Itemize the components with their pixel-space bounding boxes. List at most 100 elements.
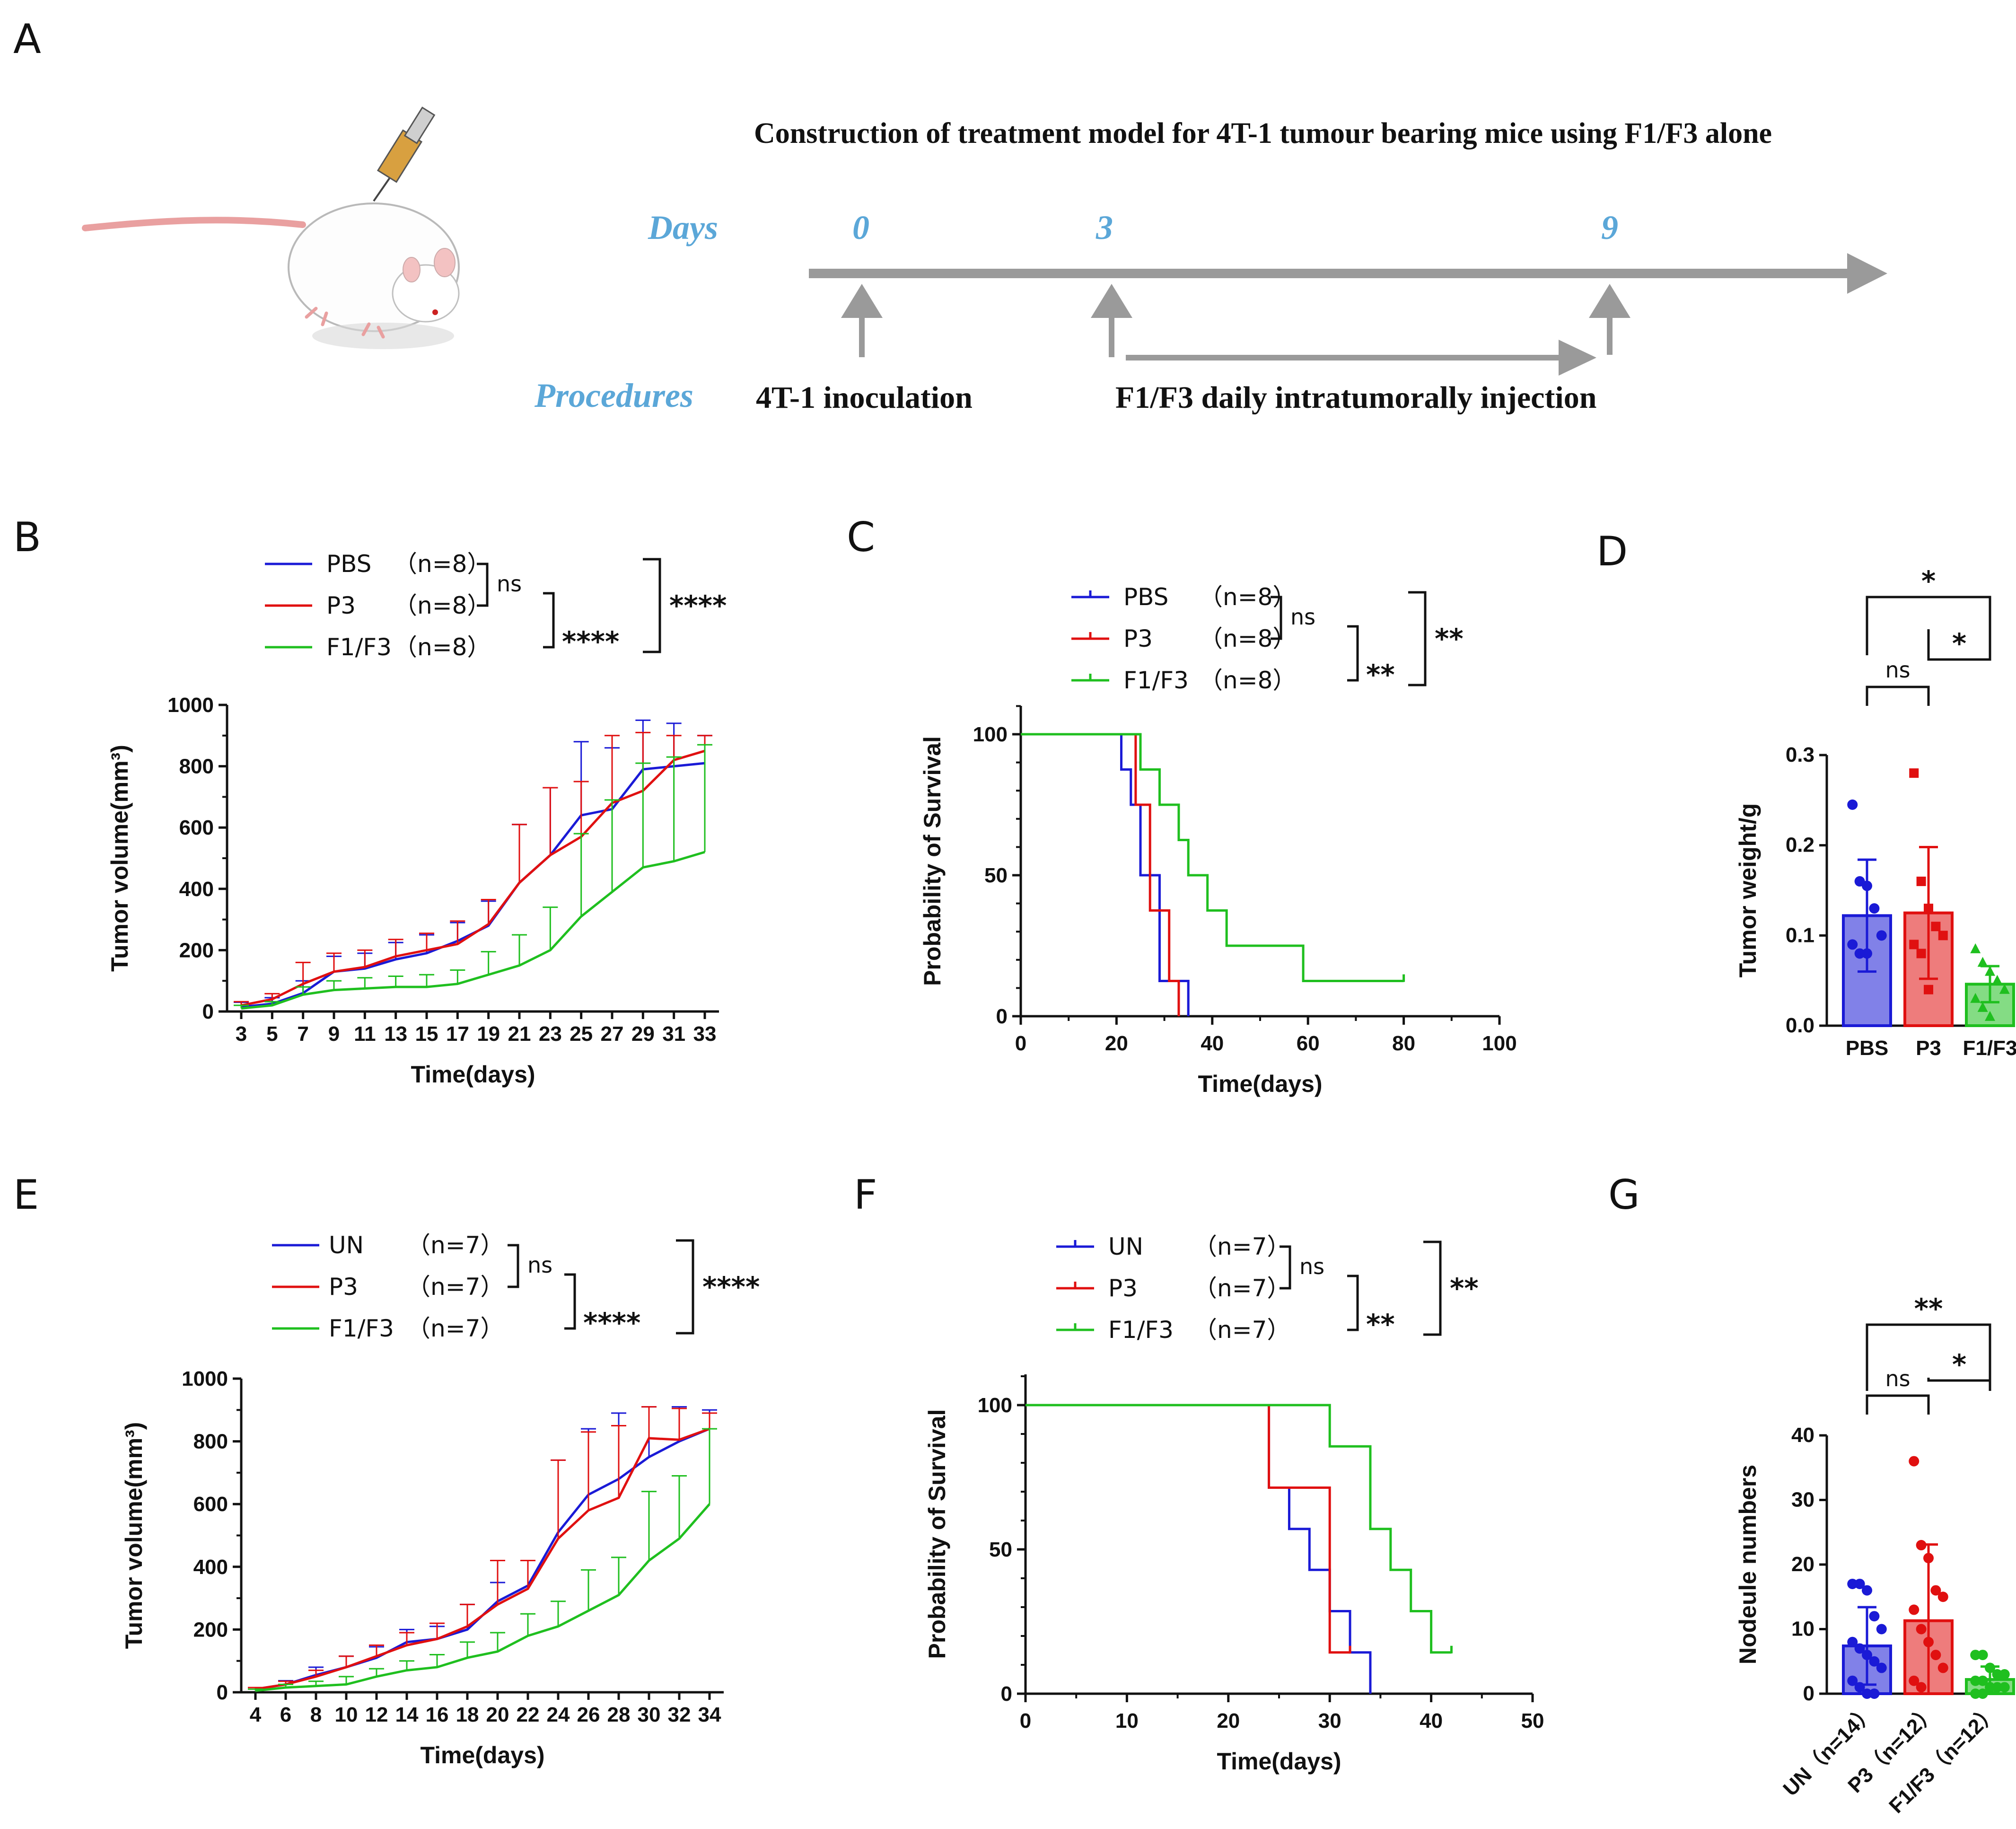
survival-curve-pbs [1021,733,1190,1016]
data-point [1869,1656,1880,1667]
data-point [1847,1675,1858,1686]
x-tick-label: 4 [250,1703,262,1726]
sig-label-2v3: **** [562,625,619,658]
x-tick-label: 5 [266,1022,278,1046]
y-axis-title: Nodeule numbers [1735,1465,1761,1664]
x-axis-title: Time(days) [1217,1748,1341,1775]
sig-ns: ns [1885,1366,1910,1391]
x-tick-label: 11 [354,1022,376,1046]
legend-label: UN [329,1231,364,1259]
sig-ns: ns [527,1252,552,1278]
legend-n: （n=7） [407,1231,504,1259]
data-point [1909,940,1919,950]
legend-label: UN [1108,1233,1143,1260]
legend-n: （n=7） [1193,1316,1290,1344]
panel-label-c: C [847,514,875,561]
x-tick-label: 0 [1015,1032,1026,1055]
sig-label-2v3: ** [1366,659,1395,691]
y-axis-title: Probability of Survival [919,736,946,986]
x-tick-label: 0 [1020,1709,1031,1732]
data-point [1862,948,1872,959]
x-tick-label: 30 [1318,1709,1341,1732]
x-tick-label: 20 [1105,1032,1128,1055]
x-tick-label: 30 [638,1703,661,1726]
legend-n: （n=8） [394,633,491,661]
data-point [1930,1585,1941,1596]
sig-label-1v3: **** [669,589,727,622]
data-point [1977,1002,1988,1012]
legend-n: （n=8） [394,550,491,578]
day0-marker-arrow [841,284,883,357]
x-tick-label: 13 [384,1022,407,1046]
data-point [1938,931,1948,941]
data-point [1909,768,1919,778]
y-tick-label: 0.2 [1786,834,1814,857]
chart-d-tumor-weight: 0.0 0.1 0.2 0.3 Tumor weight/g PBS P3 F1/F3 ns * * [1735,565,2016,1060]
x-tick-label: 12 [365,1703,388,1726]
data-point [1970,943,1981,953]
y-tick-label: 20 [1791,1553,1814,1576]
y-tick-label: 1000 [182,1367,228,1390]
y-tick-label: 100 [978,1394,1012,1417]
survival-curve-f1-f3 [1026,1404,1452,1654]
data-point [1930,1650,1941,1661]
sig-ns: ns [497,571,522,597]
legend-n: （n=7） [1193,1275,1290,1302]
sig-label-1v3: ** [1914,1293,1943,1325]
y-tick-label: 0 [996,1005,1008,1028]
y-tick-label: 800 [193,1430,228,1453]
x-category-label: PBS [1846,1037,1888,1060]
data-point [1916,1682,1927,1693]
data-point [1992,975,2003,985]
legend-label: PBS [1123,583,1168,611]
legend-n: （n=7） [407,1273,504,1301]
data-point [1985,1682,1995,1693]
x-tick-label: 14 [395,1703,419,1726]
legend-label: F1/F3 [1123,667,1189,694]
day9-marker-arrow [1589,284,1630,355]
data-point [1924,985,1933,994]
data-point [1909,1675,1920,1686]
y-tick-label: 600 [179,816,214,839]
sig-label-2v3: * [1952,1348,1966,1381]
x-tick-label: 7 [297,1022,308,1046]
y-tick-label: 10 [1791,1618,1814,1641]
sig-bracket-1v2 [1271,596,1282,640]
x-tick-label: 15 [415,1022,438,1046]
x-axis-title: Time(days) [411,1061,535,1088]
data-point [1854,948,1865,959]
injection-label: F1/F3 daily intratumorally injection [1115,380,1596,415]
x-category-label: P3 [1916,1037,1941,1060]
data-point [1916,949,1926,958]
sig-bracket-2v3 [1347,1275,1359,1331]
y-tick-label: 0 [202,1000,214,1023]
data-point [1869,1688,1880,1699]
injection-period-arrow [1126,340,1596,376]
series-line-un [255,1427,710,1690]
panel-label-d: D [1596,528,1628,575]
y-axis-title: Tumor volume(mm³) [106,745,133,972]
data-point [1970,1650,1981,1661]
y-tick-label: 30 [1791,1488,1814,1512]
legend-label: F1/F3 [326,633,392,661]
data-point [1923,1553,1934,1564]
x-tick-label: 20 [486,1703,509,1726]
survival-curve-f1-f3 [1021,733,1404,982]
data-point [1862,1585,1872,1596]
legend-label: P3 [329,1273,358,1301]
legend-label: P3 [1108,1275,1138,1302]
x-tick-label: 28 [607,1703,631,1726]
data-point [1847,939,1858,950]
data-point [1916,1540,1927,1551]
data-point [1923,1636,1934,1647]
inoculation-label: 4T-1 inoculation [756,380,973,415]
y-tick-label: 50 [984,864,1008,887]
sig-bracket-1v2 [1866,1394,1930,1415]
x-tick-label: 34 [698,1703,721,1726]
sig-bracket-1v2 [508,1244,519,1288]
panel-label-f: F [854,1171,877,1219]
legend-n: （n=8） [1199,667,1296,694]
y-tick-label: 50 [989,1538,1012,1561]
sig-ns: ns [1299,1254,1324,1279]
survival-curve-p3 [1021,733,1180,1016]
